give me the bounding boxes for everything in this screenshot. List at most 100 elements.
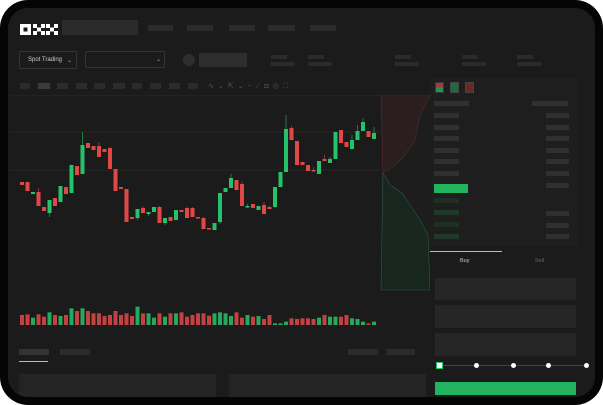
volume-bar: [174, 313, 178, 325]
volume-bar: [168, 313, 173, 325]
candle-body: [212, 223, 217, 230]
volume-bar: [102, 316, 107, 325]
ruler-icon[interactable]: ⟋: [255, 83, 265, 90]
candle-body: [108, 148, 112, 169]
candle-body: [141, 208, 145, 213]
nav-item[interactable]: [268, 25, 295, 31]
depth-ask-area: [380, 95, 430, 174]
timeframe-button[interactable]: [113, 83, 125, 89]
volume-bar: [306, 318, 310, 325]
candle-body: [152, 207, 156, 212]
tab-sell[interactable]: Sell: [535, 258, 545, 264]
timeframe-button[interactable]: [94, 83, 105, 89]
chevron-down-icon[interactable]: ⌄: [237, 83, 248, 90]
candlestick-chart[interactable]: [10, 95, 430, 335]
slider-step[interactable]: [584, 363, 589, 368]
candle-body: [25, 182, 30, 191]
ask-price: [434, 125, 459, 130]
candle-body: [306, 165, 310, 171]
nav-item[interactable]: [187, 25, 213, 31]
market-select-label: Spot Trading: [28, 57, 63, 63]
amount-input[interactable]: [435, 305, 576, 328]
volume-bar: [289, 318, 294, 325]
cursor-icon[interactable]: ⇱: [227, 83, 238, 90]
candle-body: [300, 162, 305, 165]
nav-item[interactable]: [148, 25, 173, 31]
volume-bar: [273, 323, 277, 325]
market-select[interactable]: Spot Trading ⌄: [19, 51, 77, 69]
orderbook-both-icon[interactable]: [435, 82, 444, 93]
ask-price: [434, 159, 459, 164]
volume-bar: [190, 315, 195, 325]
line-icon[interactable]: ~: [247, 83, 256, 90]
stat-label: [462, 55, 478, 59]
drawing-tools: ∿⌄⇱⌄~⟋◘◎⛶: [208, 82, 292, 91]
okx-logo[interactable]: [20, 22, 58, 35]
search-bar[interactable]: [62, 20, 138, 35]
candle-body: [135, 209, 140, 218]
bid-amount: [546, 211, 569, 216]
volume-bar: [240, 317, 244, 325]
volume-bar: [218, 312, 222, 325]
timeframe-button[interactable]: [188, 83, 198, 89]
timeframe-button[interactable]: [57, 83, 68, 89]
candle-body: [355, 131, 360, 140]
ask-amount: [546, 159, 569, 164]
chevron-down-icon[interactable]: ⌄: [217, 83, 228, 90]
nav-item[interactable]: [229, 25, 255, 31]
filter-button[interactable]: [348, 349, 378, 355]
candle-body: [218, 193, 222, 222]
candle-body: [372, 133, 376, 139]
candle-body: [174, 210, 178, 220]
tab-buy[interactable]: Buy: [460, 258, 470, 264]
indicator-icon[interactable]: ∿: [208, 83, 218, 90]
volume-bar: [179, 312, 184, 325]
candle-body: [284, 129, 288, 172]
candle-body: [361, 122, 365, 131]
ask-amount: [546, 113, 569, 118]
volume-bar: [36, 314, 41, 325]
volume-bar: [42, 316, 46, 325]
buy-button[interactable]: [435, 382, 576, 395]
volume-bar: [163, 316, 167, 325]
volume-bar: [251, 316, 255, 325]
slider-handle[interactable]: [436, 362, 443, 369]
ask-price: [434, 171, 459, 176]
camera-icon[interactable]: ◘: [264, 83, 273, 90]
timeframe-button[interactable]: [169, 83, 180, 89]
candle-body: [322, 159, 327, 161]
total-input[interactable]: [435, 333, 576, 356]
timeframe-button[interactable]: [38, 83, 50, 89]
candle-body: [102, 149, 107, 152]
volume-bar: [333, 316, 338, 325]
stat-value: [462, 62, 486, 66]
orders-panel: [229, 374, 426, 397]
ask-price: [434, 136, 459, 141]
tab-order-history[interactable]: [60, 349, 90, 355]
volume-bar: [196, 313, 200, 325]
candle-body: [317, 161, 321, 174]
slider-step[interactable]: [474, 363, 479, 368]
settings-icon[interactable]: ◎: [272, 83, 283, 90]
candle-body: [328, 159, 332, 163]
bid-amount: [546, 234, 569, 239]
tab-open-orders[interactable]: [19, 349, 49, 355]
filter-button[interactable]: [386, 349, 415, 355]
price-input[interactable]: [435, 278, 576, 300]
candle-body: [47, 200, 52, 213]
slider-step[interactable]: [546, 363, 551, 368]
volume-bar: [267, 315, 272, 325]
timeframe-button[interactable]: [76, 83, 87, 89]
timeframe-button[interactable]: [132, 83, 142, 89]
volume-bar: [300, 318, 305, 325]
timeframe-button[interactable]: [20, 83, 30, 89]
pair-select[interactable]: ⌄: [85, 51, 165, 68]
fullscreen-icon[interactable]: ⛶: [282, 83, 292, 90]
slider-step[interactable]: [511, 363, 516, 368]
orderbook-buy-icon[interactable]: [450, 82, 459, 93]
candle-body: [53, 198, 57, 206]
candle-body: [267, 207, 272, 209]
orderbook-sell-icon[interactable]: [465, 82, 474, 93]
nav-item[interactable]: [310, 25, 336, 31]
timeframe-button[interactable]: [150, 83, 161, 89]
